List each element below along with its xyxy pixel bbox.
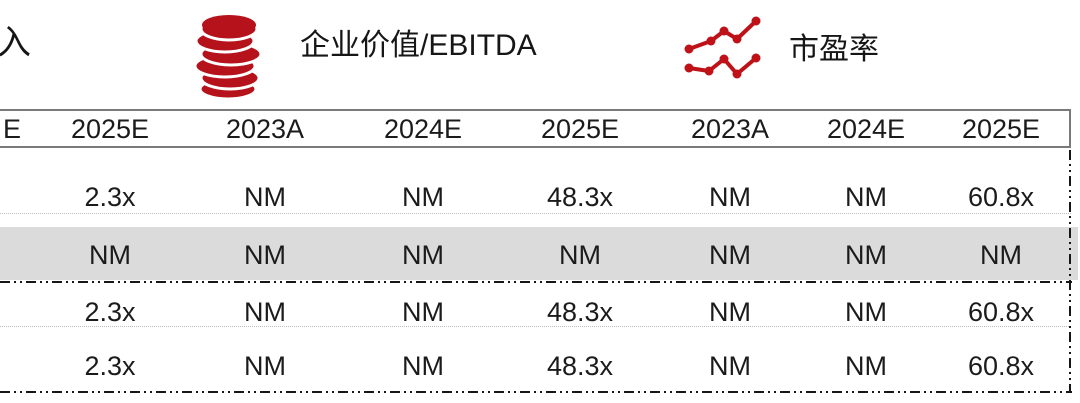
table-cell: NM [402, 240, 444, 270]
row-separator-dotted [0, 213, 1071, 214]
table-cell: 60.8x [967, 182, 1035, 212]
table-cell: NM [244, 240, 286, 270]
col-header: 2025E [70, 113, 150, 144]
table-cell: NM [709, 351, 751, 381]
table-cell: NM [709, 297, 751, 327]
table-cell [0, 214, 35, 282]
legend-label-pe-ratio: 市盈率 [789, 33, 879, 66]
col-header: 2025E [961, 113, 1041, 144]
coins-icon [192, 12, 266, 101]
col-header: 2024E [826, 113, 906, 144]
table-cell: NM [89, 240, 131, 270]
table-row: 2.3x NM NM 48.3x NM NM 60.8x [0, 283, 1071, 327]
table-cell: 60.8x [967, 297, 1035, 327]
table-cell [0, 328, 35, 391]
table-header-row: E 2025E 2023A 2024E 2025E 2023A 2024E 20… [0, 109, 1071, 148]
table-cell: 2.3x [84, 297, 136, 327]
table-cell: NM [845, 182, 887, 212]
table-cell: 2.3x [84, 182, 136, 212]
col-header: 2025E [540, 113, 620, 144]
table-cell: NM [402, 297, 444, 327]
table-cell: 48.3x [546, 182, 614, 212]
table-cell: 48.3x [546, 351, 614, 381]
table-cell: NM [845, 240, 887, 270]
table-cell: NM [402, 182, 444, 212]
legend-label-partial: 入 [0, 24, 31, 62]
table-cell: 60.8x [967, 351, 1035, 381]
table-cell: NM [845, 351, 887, 381]
table-cell [0, 148, 35, 214]
row-separator-dashdot [0, 281, 1072, 283]
table-cell: NM [559, 240, 601, 270]
table-row: 2.3x NM NM 48.3x NM NM 60.8x [0, 148, 1071, 214]
table-cell: NM [244, 182, 286, 212]
col-header: 2024E [383, 113, 463, 144]
table-cell [0, 283, 35, 327]
table-cell: 48.3x [546, 297, 614, 327]
line-chart-icon [674, 6, 766, 92]
table-row-highlighted: NM NM NM NM NM NM NM [0, 214, 1078, 282]
table-cell: 2.3x [84, 351, 136, 381]
table-cell: NM [709, 240, 751, 270]
table-cell: NM [244, 351, 286, 381]
table-cell: NM [709, 182, 751, 212]
table-cell: NM [845, 297, 887, 327]
table-cell: NM [244, 297, 286, 327]
table-cell: NM [980, 240, 1022, 270]
table-right-border-dashdot [1069, 150, 1071, 393]
legend-label-ev-ebitda: 企业价值/EBITDA [300, 29, 537, 62]
col-header: 2023A [690, 113, 770, 144]
table-cell: NM [402, 351, 444, 381]
col-header: E [3, 113, 22, 144]
row-highlight-band [0, 227, 1078, 280]
row-separator-dotted [0, 326, 1071, 327]
table-bottom-border-dashdot [0, 391, 1072, 393]
col-header: 2023A [225, 113, 305, 144]
table-row: 2.3x NM NM 48.3x NM NM 60.8x [0, 328, 1071, 391]
